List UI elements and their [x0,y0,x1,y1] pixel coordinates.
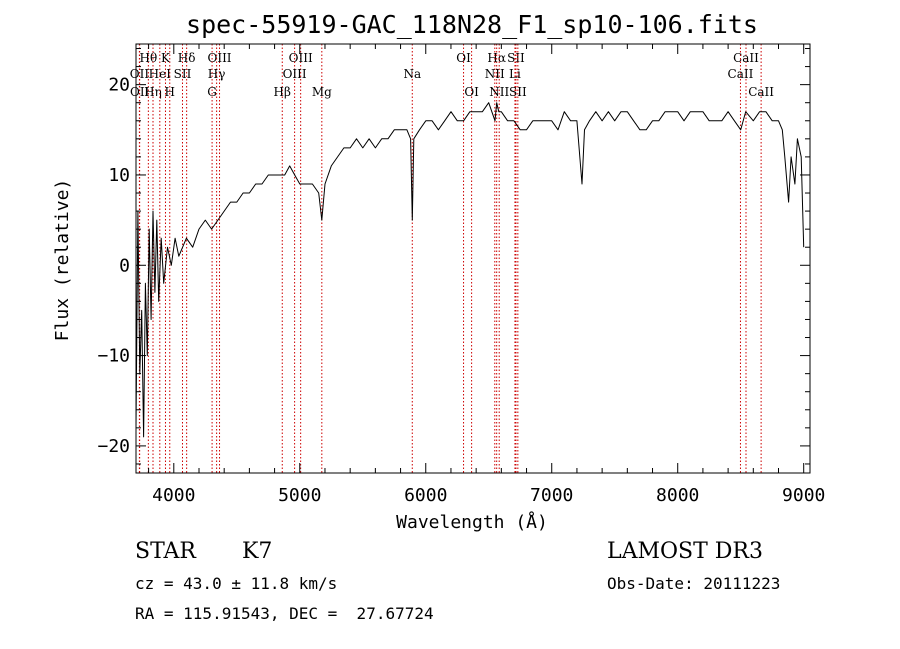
spectral-line-label: Hα [487,51,506,65]
spectral-line-label: OI [464,85,479,99]
spectral-line-label: K [161,51,171,65]
x-tick-label: 6000 [404,485,447,506]
object-subclass: K7 [242,539,273,564]
coordinates: RA = 115.91543, DEC = 27.67724 [135,604,434,623]
spectral-line-label: OIII [207,51,231,65]
y-axis-label: Flux (relative) [52,179,73,342]
spectral-line-label: SII [174,67,192,81]
chart-title: spec-55919-GAC_118N28_F1_sp10-106.fits [186,10,758,39]
spectral-line-label: NII [489,85,509,99]
spectral-line-label: Na [403,67,421,81]
spectral-line-label: CaII [733,51,759,65]
spectral-line-label: HeI [149,67,172,81]
spectral-line-label: SII [509,85,527,99]
spectral-line-label: OIII [289,51,313,65]
x-tick-label: 8000 [656,485,699,506]
plot-frame [135,43,811,474]
spectral-line-label: NII [485,67,505,81]
y-tick-label: 0 [119,255,130,276]
redshift-velocity: cz = 43.0 ± 11.8 km/s [135,574,338,593]
spectral-line-label: Hη [144,85,162,99]
series-layer [135,102,805,438]
spectral-line-label: OI [456,51,471,65]
spectral-line-label: G [207,85,217,99]
axis-ticks-layer: 4000 5000 6000 7000 8000 9000 −20 −10 0 10 20 [97,44,825,506]
object-class: STAR [135,539,196,564]
spectral-line-label: Hβ [274,85,291,99]
spectral-line-label: Hθ [139,51,157,65]
spectral-line-label: Mg [312,85,332,99]
x-axis-label: Wavelength (Å) [396,511,548,533]
observation-date: Obs-Date: 20111223 [607,574,781,593]
spectral-line-label: Hδ [178,51,196,65]
x-tick-label: 5000 [278,485,321,506]
spectral-line-label: CaII [748,85,774,99]
spectral-line-label: OIII [283,67,307,81]
y-tick-label: −10 [97,346,130,367]
spectrum-series-line [135,102,805,438]
x-tick-label: 9000 [782,485,825,506]
y-tick-label: 10 [108,165,130,186]
y-tick-label: 20 [108,75,130,96]
spectral-line-label: CaII [728,67,754,81]
spectral-line-label: SII [507,51,525,65]
survey-name: LAMOST DR3 [607,539,763,564]
spectral-line-label: OII [130,85,150,99]
spectral-line-label: OII [130,67,150,81]
spectral-line-label: Li [509,67,521,81]
y-tick-label: −20 [97,436,130,457]
spectral-line-label: Hγ [208,67,226,81]
x-tick-label: 4000 [152,485,195,506]
x-tick-label: 7000 [530,485,573,506]
spectrum-plot: spec-55919-GAC_118N28_F1_sp10-106.fits H… [52,10,825,533]
spectral-line-label: H [165,85,175,99]
